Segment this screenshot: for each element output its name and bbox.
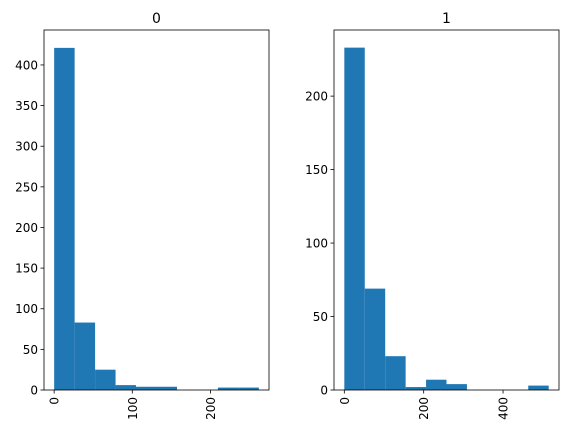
subplot-0: 0 0 50 100 150 200 250 300 350 400 0 100 200: [15, 11, 270, 420]
y-tick-label: 350: [15, 99, 38, 113]
histogram-bar: [217, 387, 239, 390]
histogram-bar: [136, 386, 157, 390]
y-tick-label: 50: [23, 343, 38, 357]
histogram-bar: [385, 356, 406, 390]
histogram-bar: [238, 387, 259, 390]
y-tick-label: 300: [15, 140, 38, 154]
y-tick-label: 200: [15, 221, 38, 235]
y-tick-label: 150: [305, 163, 328, 177]
axes-frame: [333, 29, 560, 391]
histogram-bar: [54, 47, 75, 390]
histogram-bar: [446, 384, 467, 390]
subplot-title: 0: [152, 11, 161, 27]
x-tick-label: 200: [204, 397, 218, 420]
y-tick-label: 100: [305, 237, 328, 251]
y-tick-label: 200: [305, 90, 328, 104]
y-tick-label: 400: [15, 58, 38, 72]
axes-frame: [43, 29, 270, 391]
x-tick-label: 400: [497, 397, 511, 420]
histogram-bar: [405, 387, 427, 390]
histogram-bar: [528, 385, 549, 390]
histogram-bar: [74, 322, 96, 390]
histogram-bar: [95, 369, 116, 390]
histogram-bar: [364, 288, 386, 390]
x-tick-label: 0: [338, 397, 352, 405]
y-tick-label: 0: [320, 384, 328, 398]
x-tick-label: 0: [48, 397, 62, 405]
x-tick-label: 100: [126, 397, 140, 420]
y-tick-label: 100: [15, 302, 38, 316]
y-tick-label: 0: [30, 384, 38, 398]
y-tick-label: 250: [15, 180, 38, 194]
histogram-bar: [426, 379, 447, 390]
subplot-title: 1: [442, 11, 451, 27]
y-tick-label: 150: [15, 262, 38, 276]
histogram-bar: [156, 386, 177, 390]
histogram-bar: [344, 47, 365, 390]
subplot-1: 1 0 50 100 150 200 0 200 400: [305, 11, 560, 420]
y-tick-label: 50: [313, 310, 328, 324]
histogram-bar: [115, 385, 137, 390]
x-tick-label: 200: [417, 397, 431, 420]
